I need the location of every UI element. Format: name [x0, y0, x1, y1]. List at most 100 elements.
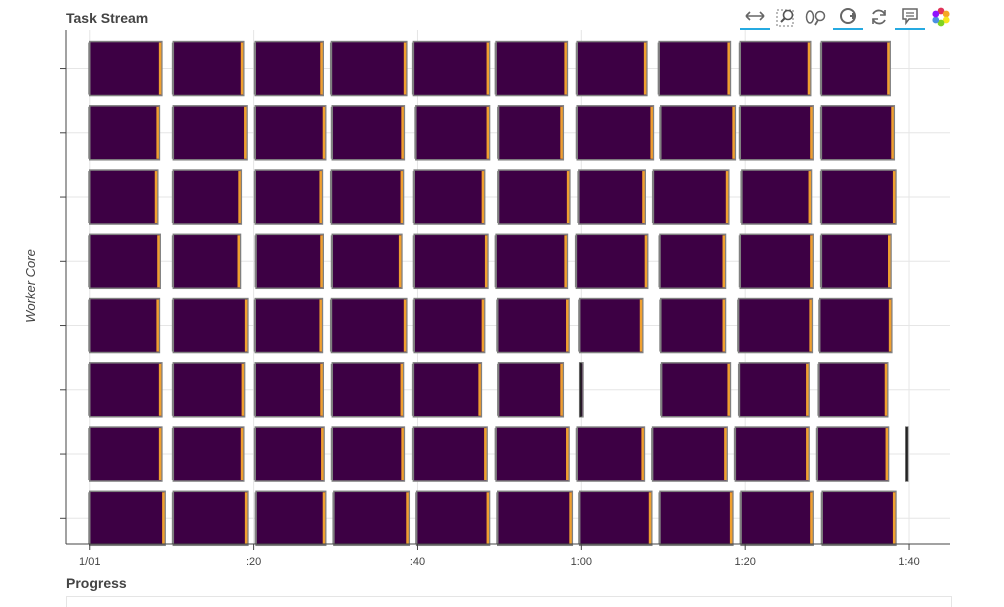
task-block[interactable]	[253, 40, 325, 97]
task-rect[interactable]	[330, 40, 408, 97]
task-rect[interactable]	[415, 105, 491, 161]
task-rect[interactable]	[89, 40, 163, 97]
task-rect[interactable]	[660, 362, 732, 418]
task-rect[interactable]	[412, 426, 488, 482]
task-rect[interactable]	[660, 105, 737, 161]
xpan-tool-button[interactable]	[740, 4, 770, 30]
task-block[interactable]	[819, 40, 891, 97]
task-rect[interactable]	[737, 297, 814, 354]
task-block[interactable]	[329, 169, 405, 225]
task-block[interactable]	[575, 40, 648, 97]
task-rect[interactable]	[576, 40, 648, 97]
task-block[interactable]	[574, 233, 649, 290]
task-block[interactable]	[575, 105, 655, 161]
task-rect[interactable]	[254, 426, 325, 482]
task-rect[interactable]	[818, 362, 889, 418]
task-block[interactable]	[332, 490, 411, 547]
task-block[interactable]	[740, 169, 813, 225]
task-rect[interactable]	[89, 169, 159, 225]
task-block[interactable]	[578, 297, 644, 354]
task-block[interactable]	[660, 362, 732, 418]
task-block[interactable]	[819, 169, 897, 225]
task-block[interactable]	[657, 40, 732, 97]
task-block[interactable]	[171, 169, 243, 225]
task-block[interactable]	[171, 40, 245, 97]
task-rect[interactable]	[172, 362, 246, 418]
task-block[interactable]	[817, 362, 889, 418]
task-rect[interactable]	[172, 426, 245, 482]
task-block[interactable]	[658, 490, 734, 547]
task-block[interactable]	[819, 233, 892, 290]
task-rect[interactable]	[575, 233, 649, 290]
task-block[interactable]	[496, 490, 574, 547]
task-rect[interactable]	[413, 169, 486, 225]
task-block[interactable]	[329, 297, 408, 354]
hover-tool-button[interactable]	[895, 4, 925, 30]
task-block[interactable]	[411, 362, 483, 418]
task-rect[interactable]	[415, 490, 491, 547]
task-block[interactable]	[411, 426, 488, 482]
task-rect[interactable]	[652, 169, 730, 225]
task-block[interactable]	[905, 426, 909, 482]
task-rect[interactable]	[412, 362, 483, 418]
task-rect[interactable]	[497, 297, 570, 354]
task-block[interactable]	[88, 362, 163, 418]
task-rect[interactable]	[578, 490, 653, 547]
task-block[interactable]	[171, 233, 242, 290]
task-block[interactable]	[88, 297, 161, 354]
task-block[interactable]	[658, 233, 727, 290]
task-block[interactable]	[88, 426, 163, 482]
task-rect[interactable]	[254, 169, 324, 225]
task-rect[interactable]	[412, 40, 491, 97]
task-block[interactable]	[253, 105, 327, 161]
task-rect[interactable]	[89, 490, 166, 547]
task-block[interactable]	[412, 233, 489, 290]
task-block[interactable]	[88, 233, 161, 290]
wheel-zoom-tool-button[interactable]	[802, 4, 832, 30]
task-rect[interactable]	[739, 105, 814, 161]
task-rect[interactable]	[740, 490, 814, 547]
task-block[interactable]	[330, 105, 406, 161]
task-block[interactable]	[494, 233, 569, 290]
task-rect[interactable]	[89, 426, 163, 482]
task-rect[interactable]	[172, 105, 248, 161]
task-rect[interactable]	[254, 40, 325, 97]
task-rect[interactable]	[331, 426, 406, 482]
task-rect[interactable]	[739, 233, 814, 290]
task-block[interactable]	[412, 297, 486, 354]
task-block[interactable]	[414, 105, 491, 161]
task-rect[interactable]	[659, 490, 734, 547]
task-block[interactable]	[415, 490, 491, 547]
task-block[interactable]	[412, 169, 486, 225]
task-rect[interactable]	[89, 297, 161, 354]
task-rect[interactable]	[331, 105, 406, 161]
task-rect[interactable]	[254, 297, 324, 354]
box-zoom-tool-button[interactable]	[771, 4, 801, 30]
task-block[interactable]	[88, 40, 163, 97]
task-block[interactable]	[496, 297, 570, 354]
task-rect[interactable]	[255, 233, 325, 290]
task-rect[interactable]	[658, 40, 732, 97]
task-rect[interactable]	[816, 426, 890, 482]
task-rect[interactable]	[255, 490, 327, 547]
reset-tool-button[interactable]	[833, 4, 863, 30]
task-rect[interactable]	[497, 169, 571, 225]
task-block[interactable]	[578, 490, 653, 547]
task-block[interactable]	[578, 362, 584, 418]
task-block[interactable]	[411, 40, 491, 97]
task-block[interactable]	[171, 297, 249, 354]
task-rect[interactable]	[413, 233, 489, 290]
task-block[interactable]	[820, 490, 897, 547]
task-block[interactable]	[253, 297, 324, 354]
task-block[interactable]	[171, 362, 246, 418]
task-block[interactable]	[330, 233, 403, 290]
task-rect[interactable]	[495, 426, 570, 482]
task-rect[interactable]	[576, 426, 646, 482]
task-rect[interactable]	[734, 426, 810, 482]
task-block[interactable]	[575, 426, 646, 482]
task-block[interactable]	[253, 362, 325, 418]
task-rect[interactable]	[172, 40, 245, 97]
task-block[interactable]	[577, 169, 646, 225]
task-block[interactable]	[254, 490, 327, 547]
task-rect[interactable]	[651, 426, 728, 482]
